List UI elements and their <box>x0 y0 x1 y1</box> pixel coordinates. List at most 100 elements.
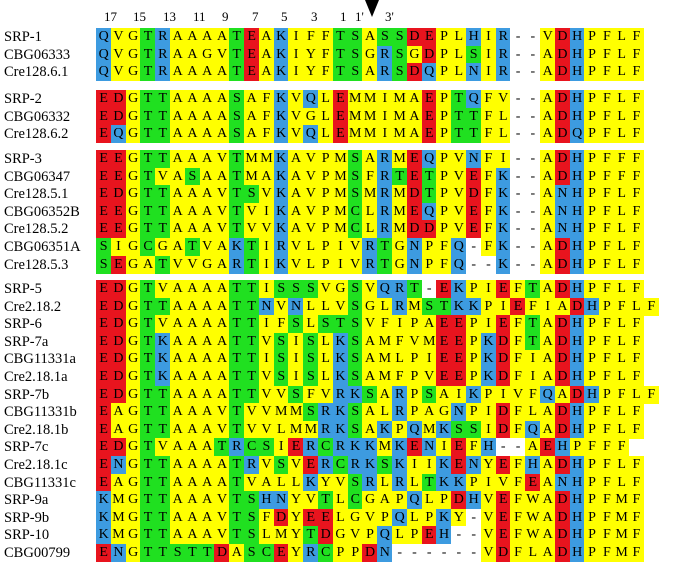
residue-cell: F <box>584 438 600 457</box>
sequence-name: Cre2.18.1a <box>4 369 68 385</box>
residue-cell: P <box>466 403 482 422</box>
residue-cell: A <box>214 368 230 386</box>
residue-cell: D <box>318 526 334 545</box>
residue-cell: A <box>184 185 201 204</box>
residue-cell: A <box>554 297 571 316</box>
residue-cell: A <box>540 255 556 274</box>
residue-cell: F <box>599 403 615 422</box>
residue-cell: L <box>614 368 630 386</box>
residue-cell: V <box>258 220 275 239</box>
residue-cell: G <box>125 508 141 527</box>
residue-cell: A <box>199 297 215 316</box>
residue-cell: T <box>451 90 467 108</box>
residue-cell: T <box>525 332 541 351</box>
residue-cell: L <box>303 255 319 274</box>
residue-cell: A <box>199 150 215 168</box>
residue-cell: L <box>377 403 393 422</box>
residue-cell: E <box>510 297 526 316</box>
residue-cell: P <box>584 238 600 256</box>
residue-cell: F <box>599 544 615 562</box>
residue-cell: T <box>229 315 245 334</box>
residue-cell: Q <box>392 508 408 527</box>
residue-cell: A <box>199 167 215 186</box>
residue-cell: H <box>569 544 585 562</box>
residue-cell: S <box>303 350 319 369</box>
residue-cell: D <box>406 63 423 82</box>
residue-cell: E <box>96 90 112 108</box>
residue-cell: P <box>584 473 600 492</box>
residue-cell: - <box>510 438 526 457</box>
residue-cell: S <box>347 45 363 64</box>
residue-cell: T <box>436 297 452 316</box>
residue-cell: E <box>303 508 319 527</box>
residue-cell: F <box>628 202 645 221</box>
residue-cell: E <box>525 473 541 492</box>
residue-cell: G <box>199 255 215 274</box>
residue-cell: E <box>421 28 437 46</box>
residue-cell: T <box>229 202 245 221</box>
residue-cell: T <box>140 45 156 64</box>
residue-cell: F <box>599 202 615 221</box>
residue-cell: N <box>406 238 423 256</box>
residue-cell: H <box>436 526 452 545</box>
residue-cell: N <box>451 403 467 422</box>
residue-cell: A <box>214 63 230 82</box>
sequence-name: Cre128.6.2 <box>4 126 69 143</box>
residue-cell: F <box>303 28 319 46</box>
residue-cell: Q <box>96 63 112 82</box>
residue-cell: N <box>466 150 482 168</box>
residue-cell: - <box>510 125 526 144</box>
residue-cell: F <box>599 45 615 64</box>
residue-cell: F <box>510 544 526 562</box>
residue-cell: M <box>110 491 127 510</box>
residue-cell: P <box>584 45 600 64</box>
residue-cell: A <box>184 526 201 545</box>
residue-cell: H <box>569 238 585 256</box>
residue-cell: R <box>377 167 393 186</box>
residue-cell: D <box>110 107 127 126</box>
residue-cell: A <box>170 45 186 64</box>
residue-cell: I <box>495 385 511 404</box>
residue-cell: A <box>288 167 304 186</box>
residue-cell: L <box>628 385 645 404</box>
residue-cell: T <box>229 150 245 168</box>
residue-cell: G <box>332 280 349 298</box>
residue-cell: L <box>614 45 630 64</box>
residue-cell: D <box>554 368 571 386</box>
residue-cell: D <box>110 332 127 351</box>
residue-cell: A <box>199 350 215 369</box>
residue-cell: G <box>125 185 141 204</box>
sequence-name: SRP-7c <box>4 439 49 456</box>
residue-cell: M <box>362 90 378 108</box>
residue-cell: D <box>554 491 571 510</box>
residue-cell: P <box>436 107 452 126</box>
residue-cell: A <box>184 280 201 298</box>
residue-cell: P <box>406 385 423 404</box>
residue-cell: I <box>110 238 127 256</box>
residue-cell: G <box>436 403 452 422</box>
residue-cell: P <box>599 385 615 404</box>
residue-cell: V <box>244 202 260 221</box>
residue-cell: E <box>406 202 423 221</box>
residue-cell: I <box>480 63 497 82</box>
residue-cell: E <box>406 167 423 186</box>
residue-cell: L <box>614 125 630 144</box>
residue-cell: V <box>110 45 127 64</box>
residue-cell: - <box>525 63 541 82</box>
residue-cell: A <box>421 403 437 422</box>
residue-cell: F <box>318 63 334 82</box>
residue-cell: - <box>421 280 437 298</box>
residue-cell: I <box>495 150 511 168</box>
residue-cell: N <box>554 220 571 239</box>
residue-cell: V <box>258 368 275 386</box>
residue-cell: I <box>377 125 393 144</box>
residue-cell: T <box>451 125 467 144</box>
residue-cell: P <box>318 238 334 256</box>
residue-cell: D <box>362 544 378 562</box>
residue-cell: L <box>273 473 289 492</box>
residue-cell: K <box>273 150 289 168</box>
residue-cell: T <box>140 526 156 545</box>
residue-cell: R <box>377 150 393 168</box>
residue-cell: T <box>155 491 171 510</box>
residue-cell: T <box>244 315 260 334</box>
